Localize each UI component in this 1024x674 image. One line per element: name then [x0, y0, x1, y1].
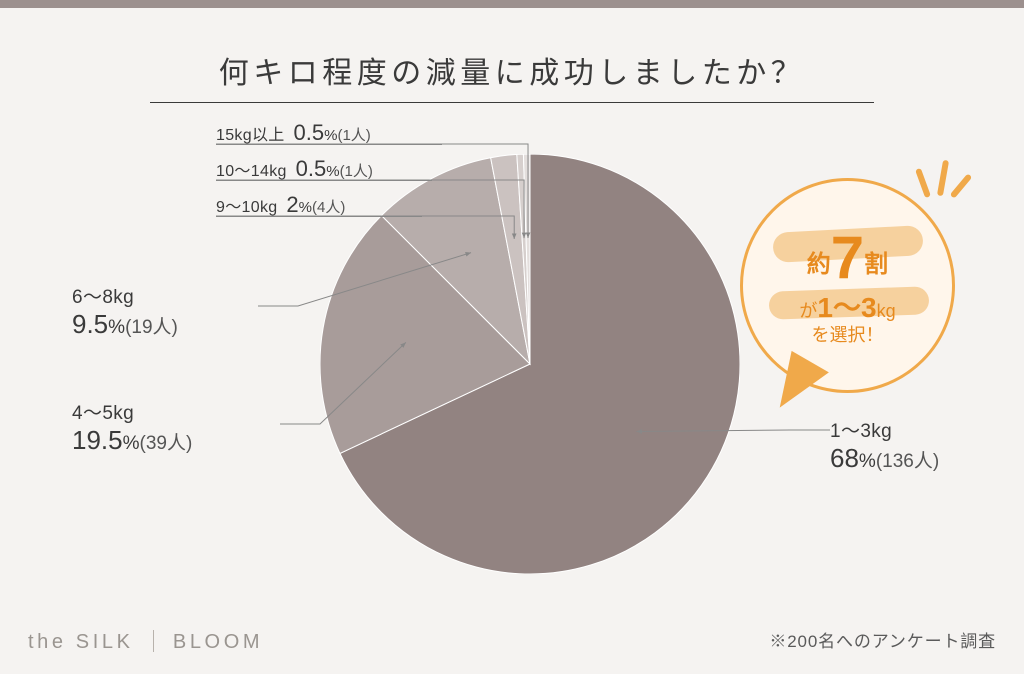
pie-svg — [320, 154, 740, 574]
slice-label: 6～8kg9.5%(19人) — [72, 282, 178, 340]
callout-bubble: 約7割 が1～3kg を選択！ — [740, 178, 955, 393]
brand-right: BLOOM — [173, 631, 263, 653]
border-top — [0, 0, 1024, 8]
slice-label: 10～14kg 0.5%(1人) — [216, 156, 373, 182]
label-rule — [216, 180, 432, 181]
callout-line1: 約7割 — [799, 225, 895, 291]
brand-divider — [153, 630, 154, 652]
slice-label: 9～10kg 2%(4人) — [216, 192, 345, 218]
slice-label: 1～3kg68%(136人) — [830, 416, 939, 474]
page-title: 何キロ程度の減量に成功しましたか？ — [0, 48, 1024, 92]
slice-label: 15kg以上 0.5%(1人) — [216, 120, 371, 146]
callout-line2: が1～3kg — [799, 293, 895, 324]
label-rule — [216, 144, 442, 145]
brand-footer: the SILK BLOOM — [28, 630, 263, 654]
survey-note: ※200名へのアンケート調査 — [769, 627, 996, 652]
callout-line3: を選択！ — [799, 326, 895, 346]
slice-label: 4～5kg19.5%(39人) — [72, 398, 192, 456]
label-rule — [216, 216, 422, 217]
pie-chart: 1～3kg68%(136人) 4～5kg19.5%(39人) 6～8kg9.5%(1… — [0, 116, 1024, 596]
title-rule — [150, 102, 874, 103]
brand-left: the SILK — [28, 631, 134, 653]
